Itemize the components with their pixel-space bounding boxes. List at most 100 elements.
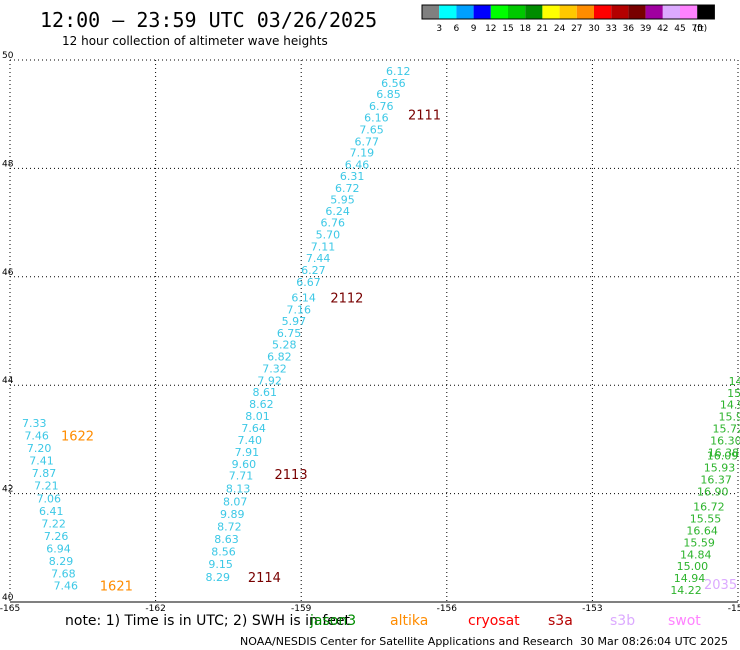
wave-height-label: 5.97: [282, 315, 307, 328]
wave-height-label: 7.64: [241, 422, 266, 435]
wave-height-label: 7.92: [257, 374, 282, 387]
satellite-legend-item: s3b: [610, 613, 635, 629]
colorbar-unit: (ft): [694, 24, 708, 34]
footer-timestamp: 30 Mar 08:26:04 UTC 2025: [580, 635, 728, 648]
lat-tick-label: 46: [2, 268, 14, 278]
wave-height-label: 6.77: [354, 135, 379, 148]
colorbar-swatch: [576, 5, 594, 19]
footer-credit: NOAA/NESDIS Center for Satellite Applica…: [240, 635, 573, 648]
satellite-legend-item: s3a: [548, 613, 573, 629]
footer-note: note: 1) Time is in UTC; 2) SWH is in fe…: [65, 613, 351, 629]
colorbar-tick-label: 21: [537, 24, 548, 34]
wave-height-label: 8.01: [245, 410, 270, 423]
colorbar-swatch: [456, 5, 474, 19]
wave-height-label: 6.94: [46, 542, 71, 555]
colorbar-tick-label: 15: [502, 24, 513, 34]
wave-height-label: 14.94: [674, 572, 706, 585]
satellite-track: 6.67 6.147.165.976.755.286.827.327.928.61…: [229, 276, 364, 482]
colorbar-tick-label: 6: [454, 24, 460, 34]
satellite-track: 6.126.566.856.766.167.656.777.196.466.31…: [301, 65, 441, 277]
wave-height-label: 6.27: [301, 264, 326, 277]
wave-height-label: 15.72: [713, 423, 740, 436]
wave-height-label: 8.63: [214, 533, 239, 546]
wave-height-label: 7.44: [306, 252, 331, 265]
wave-height-label: 5.70: [316, 229, 341, 242]
colorbar-swatch: [525, 5, 543, 19]
satellite-legend-item: jason3: [309, 613, 356, 629]
colorbar-swatch: [680, 5, 698, 19]
wave-height-label: 16.09: [707, 450, 739, 463]
colorbar-swatch: [422, 5, 440, 19]
lon-tick-label: -159: [291, 604, 312, 614]
axis-tick-labels: -165 -162 -159 -156 -153 -150 50 48 46 44 42 40: [0, 51, 740, 614]
wave-height-label: 5.28: [272, 339, 297, 352]
wave-height-label: 6.31: [340, 170, 365, 183]
wave-height-label: 6.46: [345, 159, 370, 172]
wave-height-label: 6.75: [277, 327, 302, 340]
colorbar-swatch: [473, 5, 491, 19]
colorbar-swatch: [490, 5, 508, 19]
wave-height-label: 7.20: [27, 442, 52, 455]
wave-height-label: 15: [727, 387, 740, 400]
lon-tick-label: -165: [0, 604, 20, 614]
map-subtitle: 12 hour collection of altimeter wave hei…: [62, 34, 328, 48]
wave-height-label: 15.55: [690, 513, 722, 526]
colorbar-swatch: [542, 5, 560, 19]
wave-height-label: 6.14: [291, 291, 316, 304]
wave-height-label: 8.61: [253, 386, 278, 399]
satellite-legend-item: cryosat: [468, 613, 520, 629]
map-title: 12:00 – 23:59 UTC 03/26/2025: [40, 8, 377, 32]
colorbar-tick-label: 9: [471, 24, 477, 34]
wave-height-label: 6.41: [39, 505, 64, 518]
wave-height-label: 15.93: [704, 462, 736, 475]
colorbar-tick-label: 42: [657, 24, 668, 34]
wave-height-label: 14.22: [670, 584, 702, 597]
pass-time-label: 2114: [248, 571, 281, 586]
wave-height-label: 9.89: [220, 508, 245, 521]
wave-height-label: 7.65: [359, 123, 384, 136]
wave-height-label: 7.46: [24, 430, 49, 443]
lat-lon-grid: [9, 59, 739, 603]
wave-height-label: 6.76: [320, 217, 345, 230]
wave-height-label: 8.07: [223, 496, 248, 509]
wave-height-label: 16.90: [697, 485, 729, 498]
wave-height-label: 7.21: [34, 479, 59, 492]
wave-height-label: 8.56: [211, 546, 236, 559]
lat-tick-label: 48: [2, 159, 14, 169]
colorbar-tick-label: 45: [674, 24, 685, 34]
lat-tick-label: 40: [2, 593, 14, 603]
wave-height-label: 6.82: [267, 350, 292, 363]
wave-height-label: 7.06: [37, 492, 62, 505]
pass-time-label: 1622: [61, 430, 94, 445]
colorbar-swatch: [662, 5, 680, 19]
wave-height-label: 7.91: [235, 446, 260, 459]
wave-height-label: 7.16: [287, 303, 312, 316]
wave-height-label: 7.33: [22, 417, 47, 430]
wave-height-label: 15.00: [677, 560, 709, 573]
satellite-legend: jason3 altika cryosat s3a s3b swot: [309, 613, 701, 629]
wave-height-label: 8.72: [217, 521, 242, 534]
wave-height-label: 15.9: [718, 411, 740, 424]
colorbar-tick-label: 18: [519, 24, 531, 34]
colorbar-tick-label: 3: [436, 24, 442, 34]
lat-tick-label: 50: [2, 51, 14, 61]
wave-height-label: 16.30: [710, 434, 740, 447]
colorbar-swatch: [611, 5, 629, 19]
lon-tick-label: -156: [437, 604, 458, 614]
wave-height-label: 6.67: [296, 276, 321, 289]
colorbar-tick-label: 27: [571, 24, 582, 34]
wave-height-label: 7.26: [44, 530, 69, 543]
wave-height-label: 6.16: [364, 111, 389, 124]
wave-height-label: 8.13: [226, 483, 251, 496]
lon-tick-label: -162: [145, 604, 165, 614]
colorbar-swatch: [628, 5, 646, 19]
wave-height-label: 6.24: [325, 205, 350, 218]
wave-height-colorbar: 3 6 9 12 15 18 21 24 27 30 33 36 39 42 45 70(ft): [421, 4, 715, 34]
pass-time-label: 2035: [704, 578, 737, 593]
pass-time-label: 2112: [330, 291, 363, 306]
satellite-track: 2114: [248, 571, 281, 586]
wave-height-label: 7.87: [32, 467, 57, 480]
wave-height-label: 6.56: [381, 77, 406, 90]
satellite-track: 141514.915.915.7216.3016.3816.0915.9316.…: [670, 375, 740, 597]
wave-height-label: 14.84: [680, 548, 712, 561]
